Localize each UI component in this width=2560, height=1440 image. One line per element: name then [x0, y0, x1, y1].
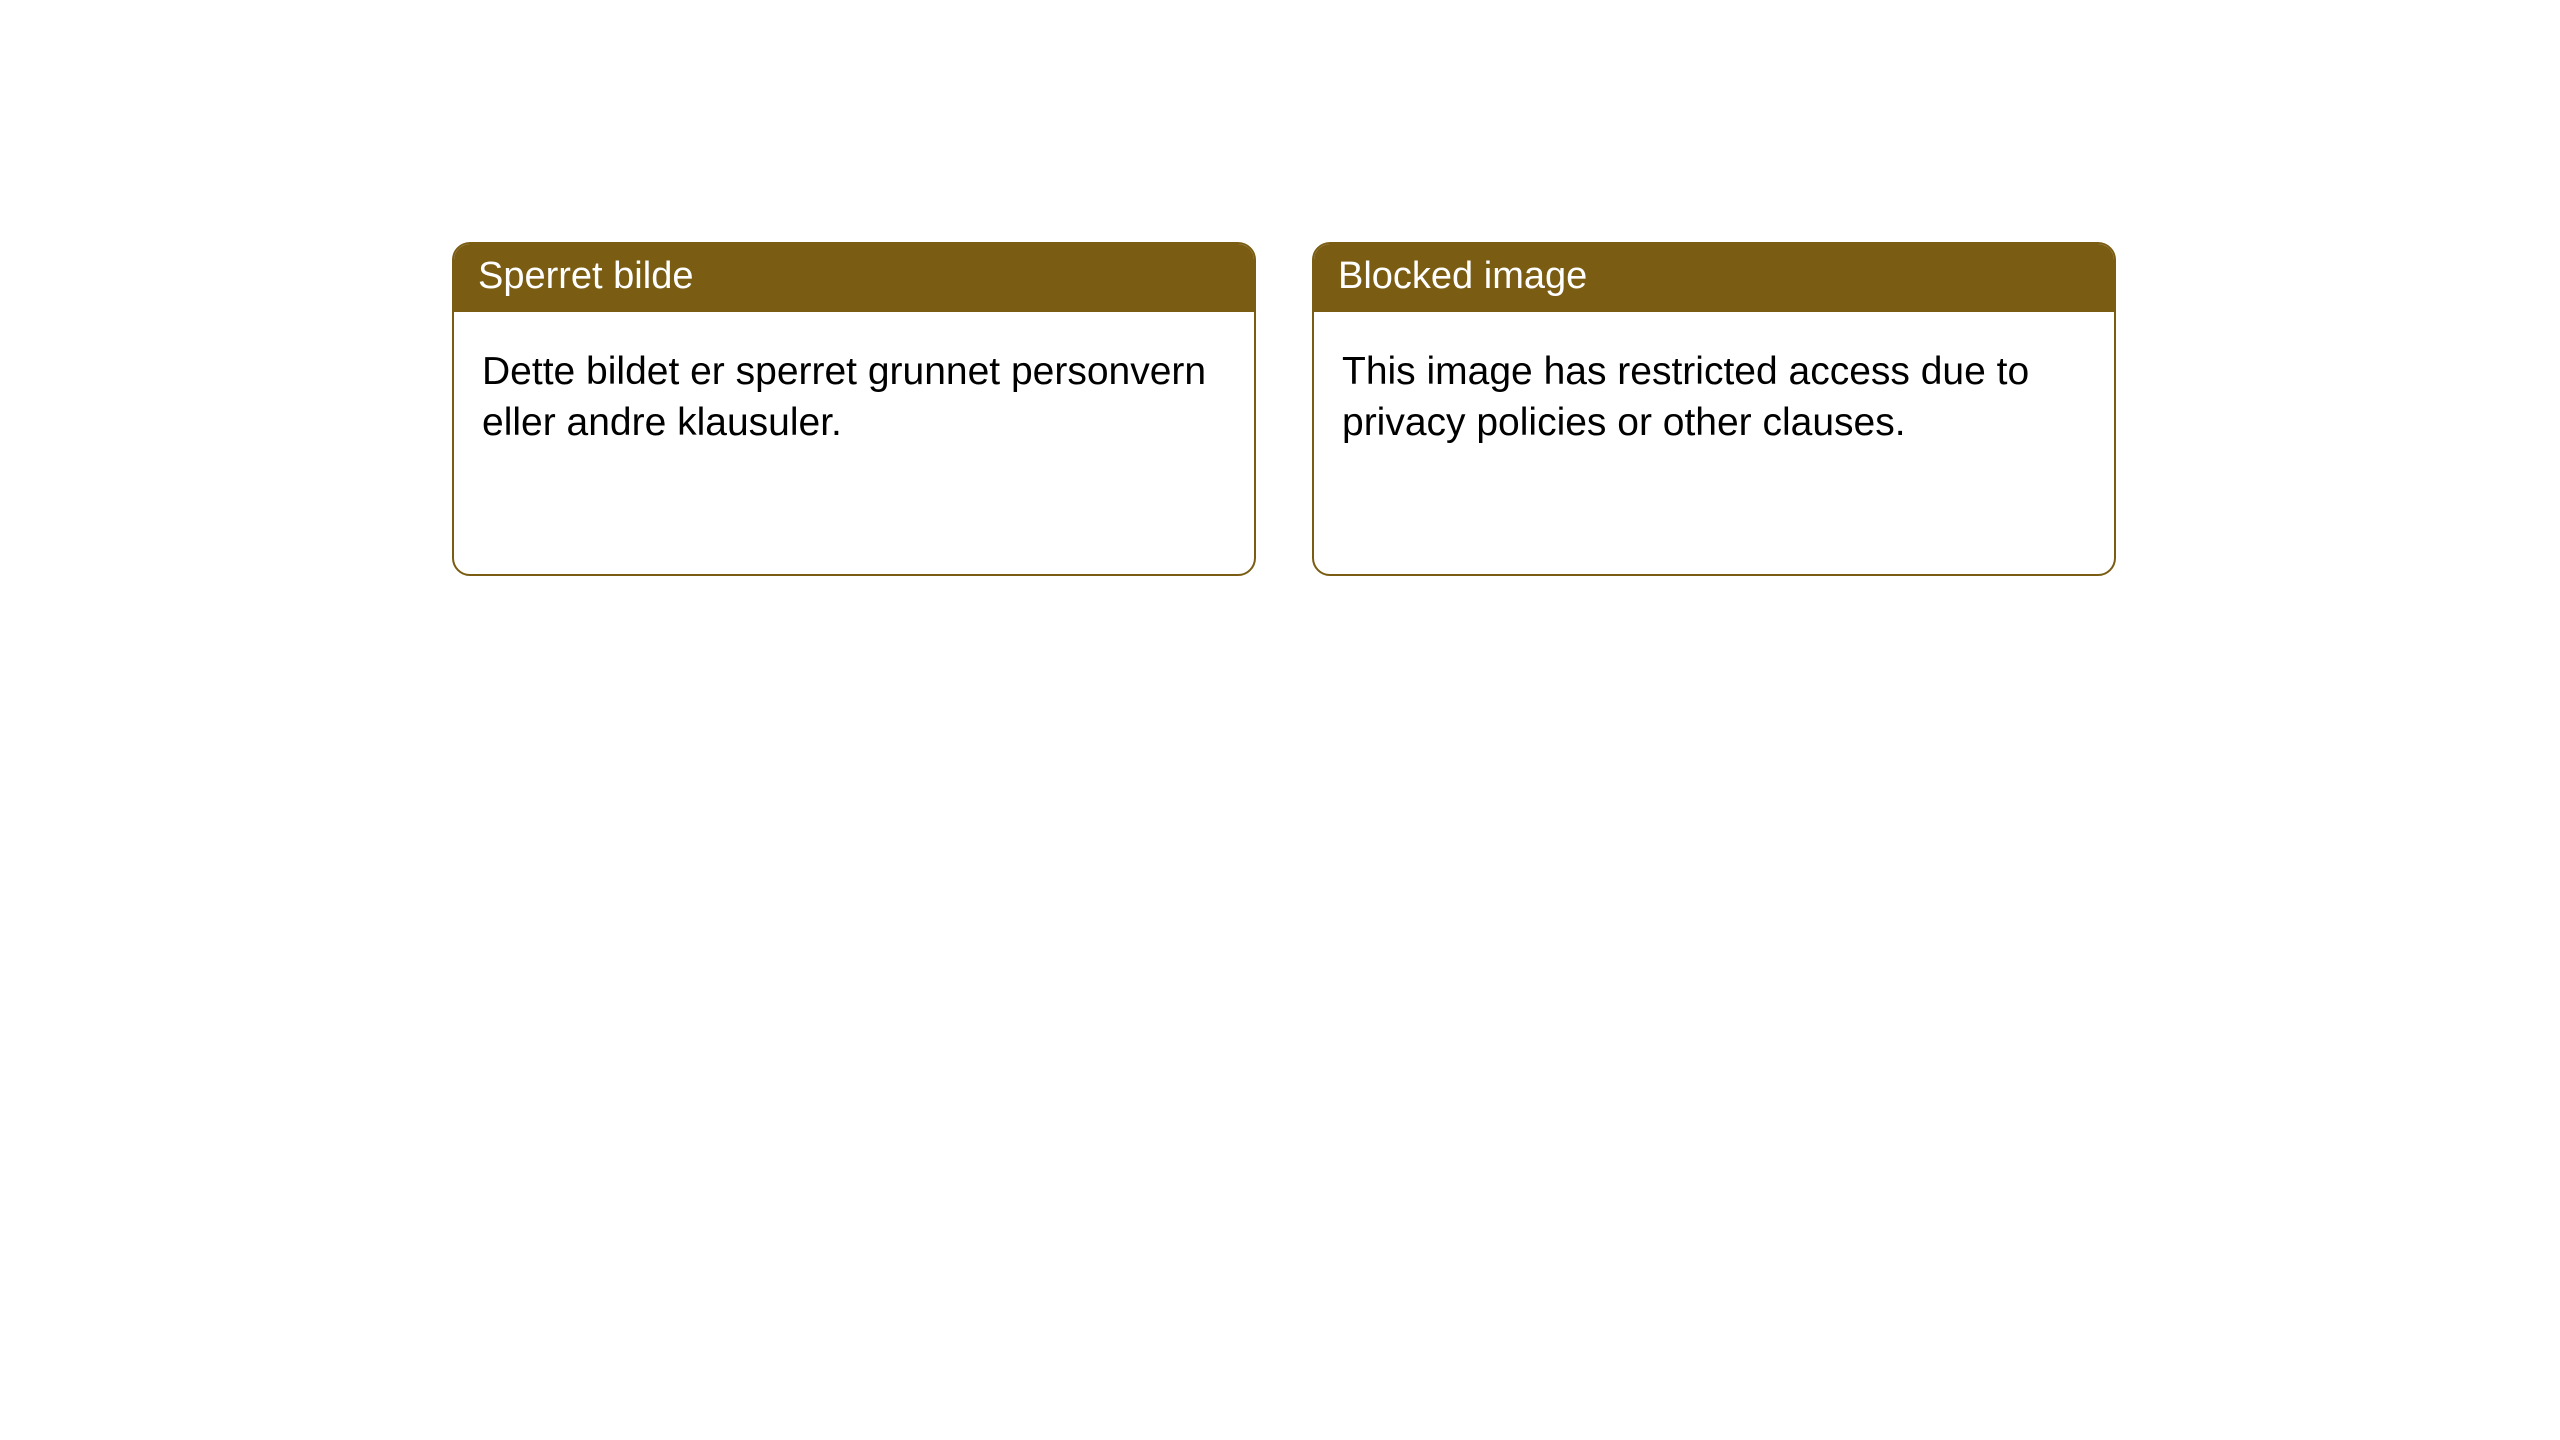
card-title: Blocked image [1338, 255, 1587, 297]
card-message: Dette bildet er sperret grunnet personve… [482, 350, 1206, 444]
card-body: This image has restricted access due to … [1314, 312, 2114, 483]
card-message: This image has restricted access due to … [1342, 350, 2029, 444]
card-title: Sperret bilde [478, 255, 693, 297]
notice-card-norwegian: Sperret bilde Dette bildet er sperret gr… [452, 242, 1256, 576]
card-header: Sperret bilde [454, 244, 1254, 312]
notice-cards-container: Sperret bilde Dette bildet er sperret gr… [452, 242, 2560, 576]
notice-card-english: Blocked image This image has restricted … [1312, 242, 2116, 576]
card-body: Dette bildet er sperret grunnet personve… [454, 312, 1254, 483]
card-header: Blocked image [1314, 244, 2114, 312]
